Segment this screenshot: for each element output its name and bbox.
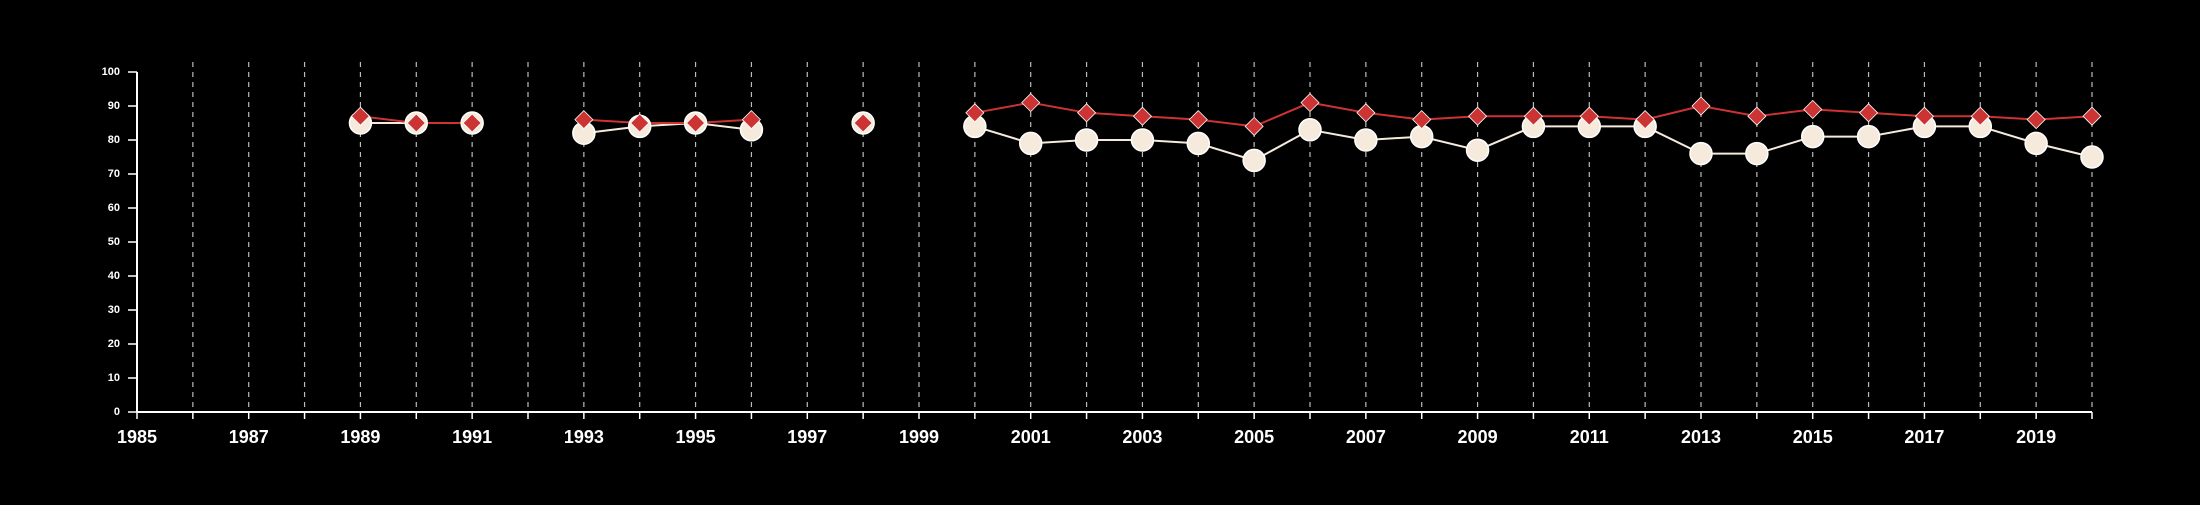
y-tick-label: 20 <box>108 338 120 350</box>
diamond-marker <box>1635 110 1655 130</box>
x-tick-label: 1993 <box>564 427 604 447</box>
x-tick-label: 2015 <box>1793 427 1833 447</box>
y-tick-label: 50 <box>108 236 120 248</box>
circle-marker <box>1856 124 1881 149</box>
circle-marker <box>1745 141 1769 166</box>
diamond-marker <box>1077 103 1097 123</box>
circle-marker <box>1018 131 1043 156</box>
circle-marker <box>1298 118 1322 142</box>
diamond-marker <box>1132 106 1152 126</box>
diamond-marker <box>1188 110 1208 130</box>
diamond-marker <box>1914 106 1934 126</box>
x-tick-label: 2011 <box>1570 427 1609 447</box>
diamond-marker <box>1803 99 1823 119</box>
x-tick-label: 2009 <box>1458 427 1498 447</box>
y-tick-label: 70 <box>108 168 120 180</box>
x-tick-label: 2017 <box>1904 427 1944 447</box>
x-tick-label: 1987 <box>229 427 269 447</box>
diamond-marker <box>965 103 985 123</box>
data-markers <box>348 93 2104 173</box>
x-tick-label: 1997 <box>787 427 827 447</box>
circle-marker <box>2024 131 2048 156</box>
diamond-marker <box>2026 110 2046 130</box>
diamond-marker <box>1579 106 1599 126</box>
diamond-marker <box>1859 103 1879 123</box>
y-tick-label: 40 <box>108 270 120 282</box>
diamond-marker <box>2082 106 2102 126</box>
x-tick-label: 2019 <box>2016 427 2056 447</box>
diamond-marker <box>1523 106 1543 126</box>
x-tick-label: 2001 <box>1011 427 1051 447</box>
grid-lines <box>192 62 2093 412</box>
diamond-marker <box>1356 103 1376 123</box>
x-tick-label: 2003 <box>1122 427 1162 447</box>
circle-marker <box>1465 138 1490 162</box>
diamond-marker <box>686 113 706 133</box>
x-tick-label: 1995 <box>676 427 716 447</box>
diamond-marker <box>1691 96 1711 116</box>
y-tick-label: 80 <box>108 134 120 146</box>
diamond-marker <box>1244 116 1264 136</box>
diamond-marker <box>574 110 594 130</box>
circle-marker <box>2080 145 2104 169</box>
y-tick-label: 10 <box>108 372 120 384</box>
x-tick-label: 1989 <box>340 427 380 447</box>
series-lines <box>360 101 2093 162</box>
x-tick-label: 2005 <box>1234 427 1274 447</box>
series-1-line-segment <box>583 118 752 124</box>
diamond-marker <box>462 113 482 133</box>
y-tick-label: 60 <box>108 202 120 214</box>
diamond-marker <box>1412 110 1432 130</box>
y-tick-label: 30 <box>108 304 120 316</box>
x-tick-label: 2007 <box>1346 427 1386 447</box>
y-tick-label: 100 <box>102 66 120 78</box>
axes: 0 10 20 30 40 50 60 70 80 90 100 1985 1987 1989 1991 19… <box>102 66 2093 447</box>
diamond-marker <box>350 106 370 126</box>
circle-marker <box>1242 148 1266 173</box>
y-tick-label: 0 <box>114 406 120 418</box>
diamond-marker <box>853 113 873 133</box>
diamond-marker <box>1970 106 1990 126</box>
x-tick-label: 1999 <box>899 427 939 447</box>
series-0-line-segment <box>583 121 752 135</box>
circle-marker <box>1186 131 1211 156</box>
y-tick-label: 90 <box>108 100 120 112</box>
x-tick-label: 1991 <box>452 427 492 447</box>
circle-marker <box>1074 128 1099 152</box>
circle-marker <box>1130 128 1155 152</box>
x-tick-label: 1985 <box>117 427 157 447</box>
diamond-marker <box>1747 106 1767 126</box>
diamond-marker <box>741 110 761 130</box>
diamond-marker <box>630 113 650 133</box>
diamond-marker <box>1468 106 1488 126</box>
diamond-marker <box>1021 93 1041 113</box>
x-tick-label: 2013 <box>1681 427 1721 447</box>
diamond-marker <box>1300 93 1320 113</box>
circle-marker <box>1689 141 1713 166</box>
circle-marker <box>1800 124 1825 149</box>
diamond-marker <box>406 113 426 133</box>
circle-marker <box>1354 128 1378 152</box>
